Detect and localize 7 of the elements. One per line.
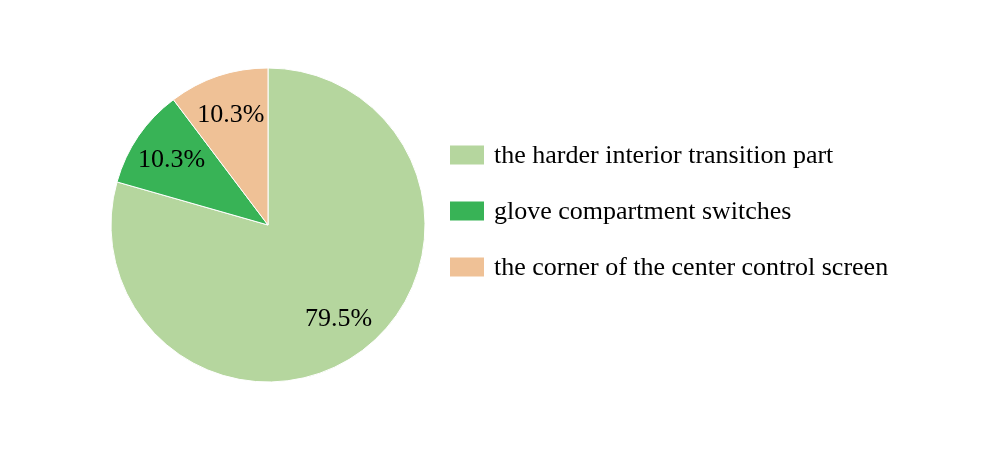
data-label: 10.3% — [197, 99, 265, 129]
legend-label: the corner of the center control screen — [494, 252, 889, 281]
data-label: 10.3% — [137, 143, 206, 173]
data-label: 79.5% — [304, 303, 373, 333]
legend-label: glove compartment switches — [494, 196, 792, 225]
pie-slice — [110, 67, 426, 383]
legend-label: the harder interior transition part — [494, 140, 835, 169]
